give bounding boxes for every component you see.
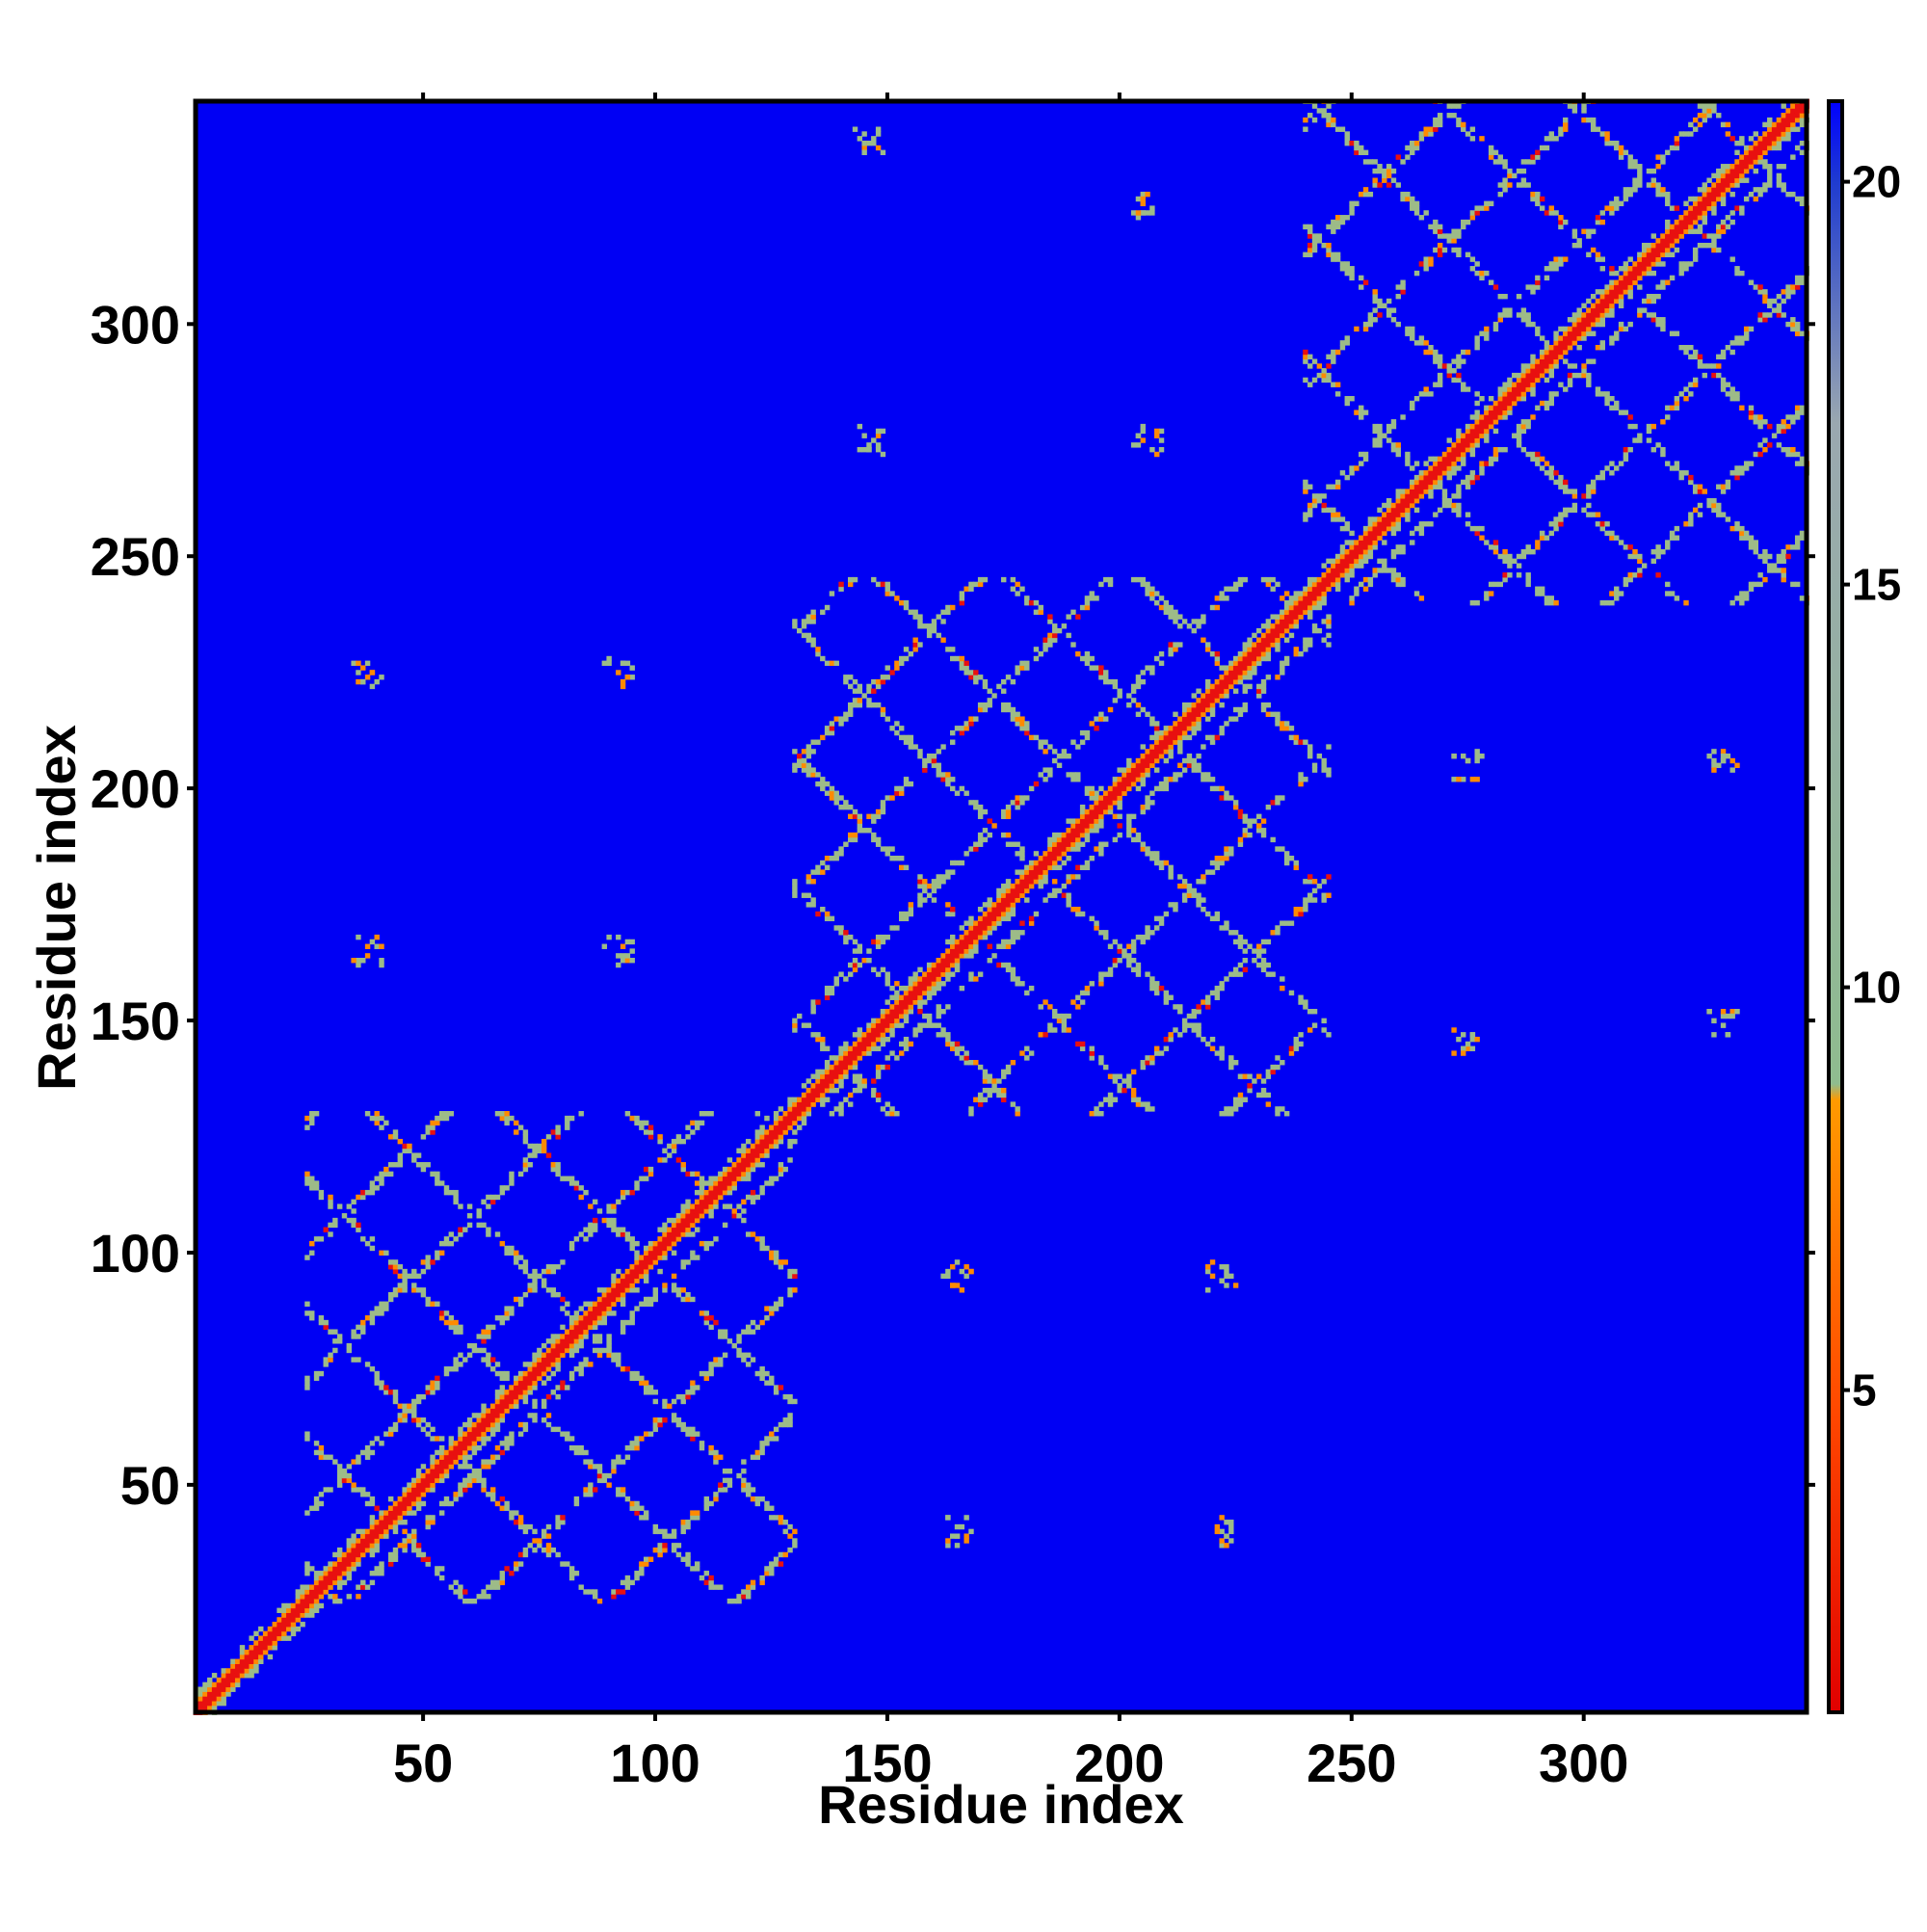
y-tick-label: 100	[91, 1223, 180, 1284]
x-axis-label: Residue index	[818, 1774, 1184, 1835]
x-tick-label: 50	[393, 1733, 453, 1793]
y-tick-label: 150	[91, 991, 180, 1051]
colorbar: 5 10 15 20	[1829, 101, 1901, 1712]
x-tick-label: 250	[1307, 1733, 1396, 1793]
colorbar-gradient	[1829, 101, 1842, 1712]
colorbar-tick-label: 20	[1852, 157, 1901, 207]
colorbar-tick-label: 5	[1852, 1365, 1877, 1416]
y-axis-label: Residue index	[26, 725, 87, 1091]
x-tick-label: 300	[1539, 1733, 1628, 1793]
colorbar-tick-label: 10	[1852, 963, 1901, 1013]
x-tick-label: 100	[610, 1733, 700, 1793]
y-tick-label: 50	[120, 1455, 180, 1516]
y-tick-label: 200	[91, 758, 180, 819]
y-tick-label: 300	[91, 294, 180, 355]
y-tick-label: 250	[91, 526, 180, 587]
colorbar-tick-label: 15	[1852, 560, 1901, 610]
heatmap-cells	[194, 99, 1809, 1715]
